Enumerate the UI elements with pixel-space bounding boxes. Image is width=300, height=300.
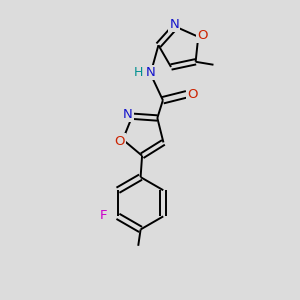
Text: N: N [123, 108, 133, 121]
Text: H: H [134, 66, 143, 79]
Text: O: O [114, 135, 124, 148]
Text: O: O [197, 29, 207, 42]
Text: F: F [100, 209, 107, 222]
Text: O: O [187, 88, 197, 101]
Text: N: N [169, 18, 179, 31]
Text: N: N [146, 66, 156, 79]
